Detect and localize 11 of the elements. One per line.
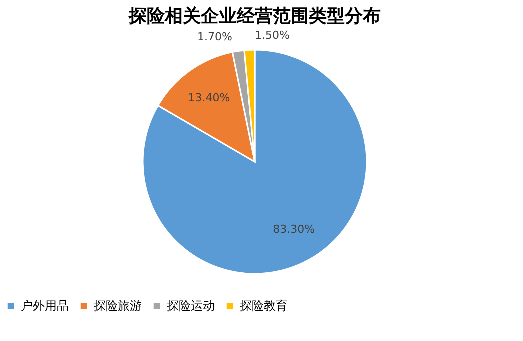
- chart-title: 探险相关企业经营范围类型分布: [128, 6, 381, 26]
- pie-slice: [157, 52, 256, 163]
- data-label: 83.30%: [273, 222, 316, 236]
- legend-label: 探险教育: [240, 299, 288, 314]
- legend-label: 探险运动: [167, 299, 215, 314]
- legend-label: 探险旅游: [94, 299, 142, 314]
- legend-label: 户外用品: [21, 299, 69, 314]
- data-label: 1.50%: [255, 29, 290, 42]
- pie-slice: [142, 49, 368, 275]
- data-label: 13.40%: [188, 91, 230, 104]
- data-label: 1.70%: [197, 30, 232, 44]
